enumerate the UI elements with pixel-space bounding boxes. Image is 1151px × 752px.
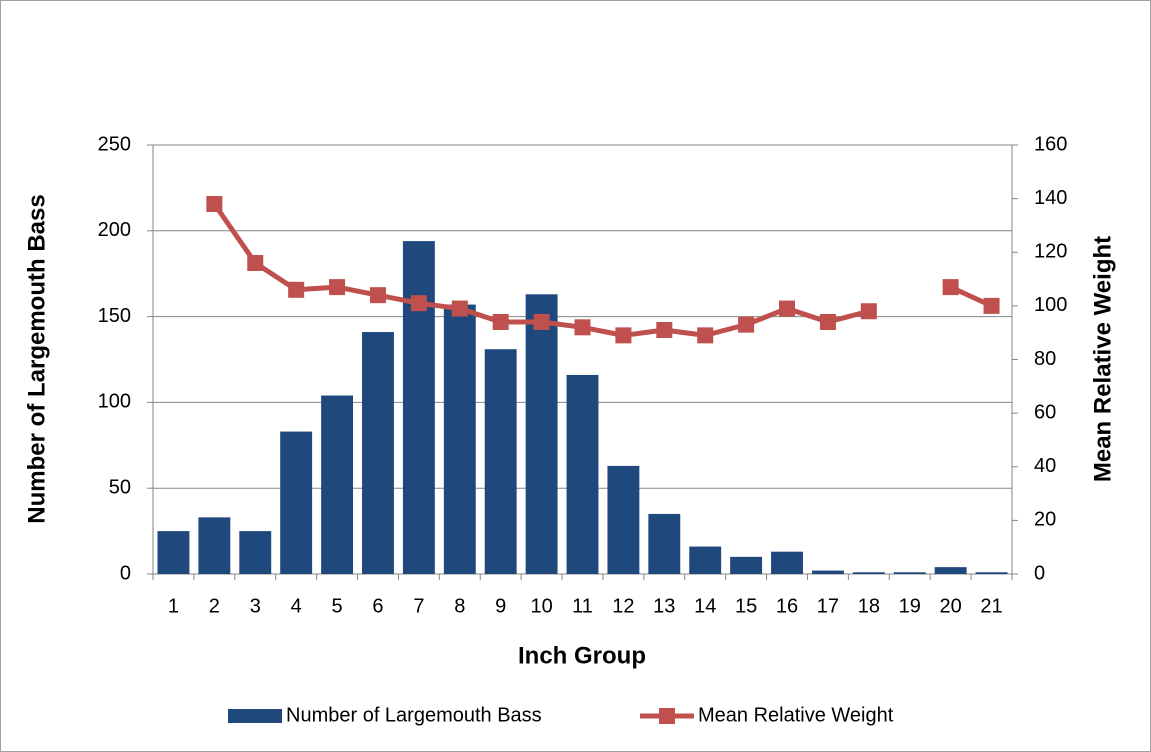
x-tick-label: 11 bbox=[572, 595, 593, 617]
marker bbox=[369, 287, 386, 304]
bar bbox=[730, 556, 763, 574]
x-tick-label: 5 bbox=[332, 595, 343, 617]
bar bbox=[362, 332, 394, 574]
marker bbox=[574, 319, 591, 336]
y-tick-label: 100 bbox=[98, 391, 131, 413]
y2-tick-label: 20 bbox=[1034, 509, 1056, 531]
x-tick-label: 21 bbox=[980, 595, 1002, 617]
bar bbox=[280, 431, 313, 574]
marker bbox=[288, 281, 305, 298]
x-tick-label: 14 bbox=[694, 595, 716, 617]
bar bbox=[689, 546, 722, 574]
marker bbox=[738, 316, 755, 333]
bar bbox=[771, 551, 803, 574]
x-tick-label: 4 bbox=[291, 595, 302, 617]
y-axis-title: Number of Largemouth Bass bbox=[23, 194, 50, 523]
legend-label: Number of Largemouth Bass bbox=[286, 704, 542, 726]
bar bbox=[198, 517, 231, 574]
y2-tick-label: 40 bbox=[1034, 455, 1056, 477]
x-tick-label: 6 bbox=[372, 595, 383, 617]
y-tick-label: 0 bbox=[120, 562, 131, 584]
marker bbox=[942, 279, 959, 296]
marker bbox=[329, 279, 346, 296]
marker bbox=[860, 303, 877, 320]
bar bbox=[239, 531, 272, 574]
bar bbox=[402, 241, 435, 574]
x-tick-label: 18 bbox=[858, 595, 880, 617]
x-tick-label: 8 bbox=[454, 595, 465, 617]
y2-tick-label: 100 bbox=[1034, 294, 1067, 316]
marker bbox=[410, 295, 427, 312]
marker bbox=[533, 313, 550, 330]
x-tick-label: 7 bbox=[413, 595, 424, 617]
x-axis-title: Inch Group bbox=[518, 642, 646, 669]
marker bbox=[819, 313, 836, 330]
x-tick-label: 9 bbox=[495, 595, 506, 617]
x-tick-label: 15 bbox=[735, 595, 757, 617]
marker bbox=[656, 322, 673, 339]
marker bbox=[451, 300, 468, 317]
marker bbox=[492, 313, 509, 330]
y-tick-label: 150 bbox=[98, 305, 131, 327]
bar bbox=[321, 395, 354, 574]
y2-tick-label: 120 bbox=[1034, 241, 1067, 263]
bar bbox=[607, 465, 640, 574]
x-tick-label: 12 bbox=[612, 595, 634, 617]
marker bbox=[697, 327, 714, 344]
x-tick-label: 20 bbox=[940, 595, 962, 617]
x-tick-label: 2 bbox=[209, 595, 220, 617]
bar bbox=[893, 572, 926, 574]
marker bbox=[983, 297, 1000, 314]
bar bbox=[648, 513, 681, 574]
marker bbox=[247, 254, 264, 271]
x-tick-label: 3 bbox=[250, 595, 261, 617]
y-tick-label: 200 bbox=[98, 219, 131, 241]
legend-swatch bbox=[659, 708, 675, 724]
bar bbox=[157, 531, 190, 574]
y2-tick-label: 0 bbox=[1034, 562, 1045, 584]
bar bbox=[525, 294, 558, 574]
legend-swatch bbox=[228, 709, 282, 723]
x-tick-label: 10 bbox=[530, 595, 552, 617]
bar bbox=[443, 304, 476, 574]
y2-tick-label: 140 bbox=[1034, 187, 1067, 209]
y-tick-label: 250 bbox=[98, 133, 131, 155]
legend-label: Mean Relative Weight bbox=[698, 704, 894, 726]
y2-tick-label: 60 bbox=[1034, 401, 1056, 423]
bar bbox=[566, 374, 599, 574]
bar bbox=[811, 570, 844, 574]
bar bbox=[934, 567, 967, 574]
x-tick-label: 19 bbox=[899, 595, 921, 617]
marker bbox=[779, 300, 796, 317]
bar bbox=[852, 572, 885, 574]
x-tick-label: 13 bbox=[653, 595, 675, 617]
x-tick-label: 17 bbox=[817, 595, 839, 617]
y2-axis-title: Mean Relative Weight bbox=[1089, 236, 1116, 482]
marker bbox=[206, 195, 223, 212]
y-tick-label: 50 bbox=[109, 476, 131, 498]
marker bbox=[615, 327, 632, 344]
bar bbox=[975, 572, 1008, 574]
y2-tick-label: 160 bbox=[1034, 133, 1067, 155]
x-tick-label: 16 bbox=[776, 595, 798, 617]
y2-tick-label: 80 bbox=[1034, 348, 1056, 370]
x-tick-label: 1 bbox=[168, 595, 179, 617]
bar bbox=[484, 349, 517, 574]
